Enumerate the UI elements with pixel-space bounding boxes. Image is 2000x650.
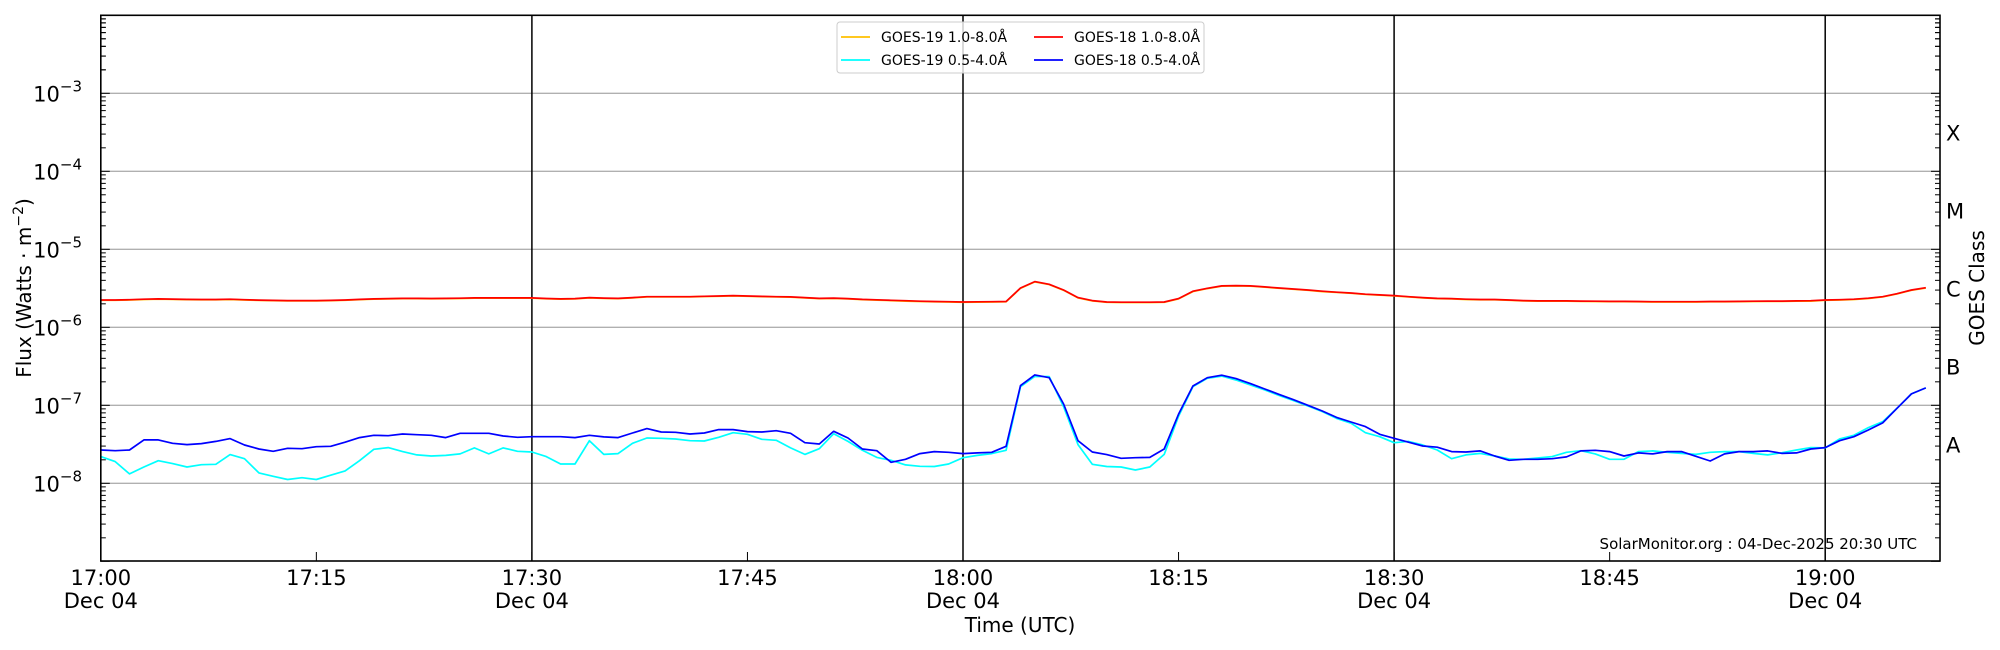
legend-label: GOES-18 0.5-4.0Å: [1074, 52, 1200, 69]
goes-class-label: A: [1946, 433, 1961, 457]
x-tick-time-label: 17:15: [286, 566, 347, 590]
series-line-goes-19-0-5-4-0-: [100, 375, 1927, 481]
gridlines: [100, 92, 1940, 484]
goes-class-label: M: [1946, 199, 1964, 223]
series-line-goes-18-1-0-8-0-: [100, 280, 1926, 304]
x-tick-date-label: Dec 04: [1788, 589, 1862, 613]
y-tick-label: 10−4: [33, 155, 82, 184]
x-tick-time-label: 18:30: [1364, 566, 1425, 590]
x-tick-time-label: 18:00: [933, 566, 994, 590]
x-axis-title: Time (UTC): [964, 613, 1076, 637]
y-tick-label: 10−6: [33, 311, 82, 340]
y-tick-base: 10: [33, 82, 60, 106]
y-tick-exp: −6: [60, 311, 82, 329]
legend-box: [836, 21, 1205, 74]
axis-ticks: [100, 18, 1940, 562]
x-tick-date-label: Dec 04: [926, 589, 1000, 613]
y-tick-label: 10−8: [33, 467, 82, 496]
y-tick-base: 10: [33, 472, 60, 496]
y-tick-base: 10: [33, 394, 60, 418]
x-tick-time-label: 18:45: [1579, 566, 1640, 590]
goes-class-label: C: [1946, 277, 1961, 301]
series-lines: [100, 280, 1927, 481]
y-axis-title-close: ): [12, 198, 36, 206]
x-tick-date-label: Dec 04: [1357, 589, 1431, 613]
y-tick-base: 10: [33, 160, 60, 184]
legend: GOES-19 1.0-8.0Å GOES-19 0.5-4.0Å GOES-18 …: [836, 21, 1205, 74]
x-tick-time-label: 19:00: [1795, 566, 1856, 590]
goes-class-label: X: [1946, 121, 1960, 145]
x-tick-date-label: Dec 04: [495, 589, 569, 613]
x-tick-time-label: 17:30: [502, 566, 563, 590]
series-line-goes-18-0-5-4-0-: [100, 374, 1927, 464]
time-marker-lines: [531, 15, 1826, 561]
y-axis-title-exp: −2: [11, 206, 27, 227]
legend-label: GOES-18 1.0-8.0Å: [1074, 29, 1200, 46]
y-tick-base: 10: [33, 238, 60, 262]
right-axis-title: GOES Class: [1965, 230, 1989, 346]
y-axis-title-text: Flux (Watts · m: [12, 227, 36, 378]
y-tick-label: 10−7: [33, 389, 82, 418]
y-tick-label: 10−5: [33, 233, 82, 262]
y-tick-label: 10−3: [33, 77, 82, 106]
legend-label: GOES-19 1.0-8.0Å: [881, 29, 1007, 46]
x-tick-time-label: 17:45: [717, 566, 778, 590]
y-tick-exp: −8: [60, 467, 82, 485]
y-tick-exp: −3: [60, 77, 82, 95]
goes-class-label: B: [1946, 355, 1960, 379]
y-tick-exp: −4: [60, 155, 82, 173]
y-tick-base: 10: [33, 316, 60, 340]
legend-label: GOES-19 0.5-4.0Å: [881, 52, 1007, 69]
y-tick-exp: −7: [60, 389, 82, 407]
x-tick-time-label: 18:15: [1148, 566, 1209, 590]
watermark-annotation: SolarMonitor.org : 04-Dec-2025 20:30 UTC: [1600, 535, 1917, 553]
y-axis-title: Flux (Watts · m−2): [11, 198, 36, 378]
plot-frame: [100, 14, 1941, 562]
x-tick-date-label: Dec 04: [64, 589, 138, 613]
x-tick-time-label: 17:00: [71, 566, 132, 590]
y-tick-exp: −5: [60, 233, 82, 251]
